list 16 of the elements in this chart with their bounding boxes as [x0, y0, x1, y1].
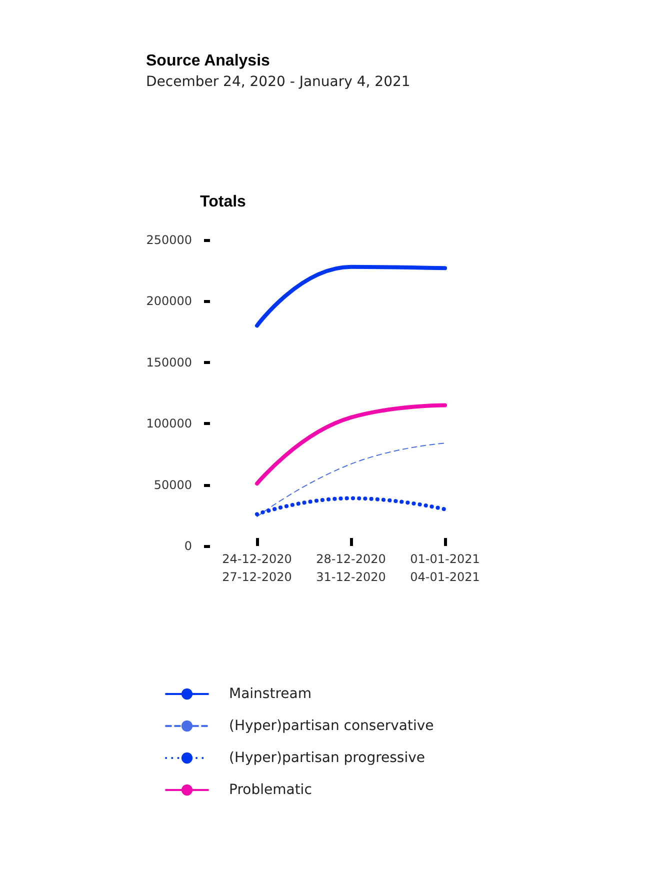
- y-axis-title: Totals: [200, 194, 246, 210]
- y-tick-label: 250000: [146, 233, 192, 247]
- x-tick-label: 28-12-2020 31-12-2020: [316, 552, 386, 584]
- y-tick-label: 100000: [146, 416, 192, 431]
- chart-title: Source Analysis: [146, 52, 270, 70]
- y-tick-label: 150000: [146, 355, 192, 370]
- x-tick-label: 01-01-2021 04-01-2021: [410, 552, 480, 584]
- y-tick-label: 200000: [146, 294, 192, 308]
- chart-subtitle: December 24, 2020 - January 4, 2021: [146, 74, 410, 90]
- x-tick-label: 24-12-2020 27-12-2020: [222, 552, 292, 584]
- y-tick-label: 0: [184, 539, 192, 553]
- legend-label: (Hyper)partisan progressive: [229, 750, 426, 766]
- legend-label: (Hyper)partisan conservative: [229, 718, 434, 734]
- y-tick-label: 50000: [154, 478, 192, 492]
- legend-label: Mainstream: [229, 686, 312, 702]
- legend-label: Problematic: [229, 782, 312, 798]
